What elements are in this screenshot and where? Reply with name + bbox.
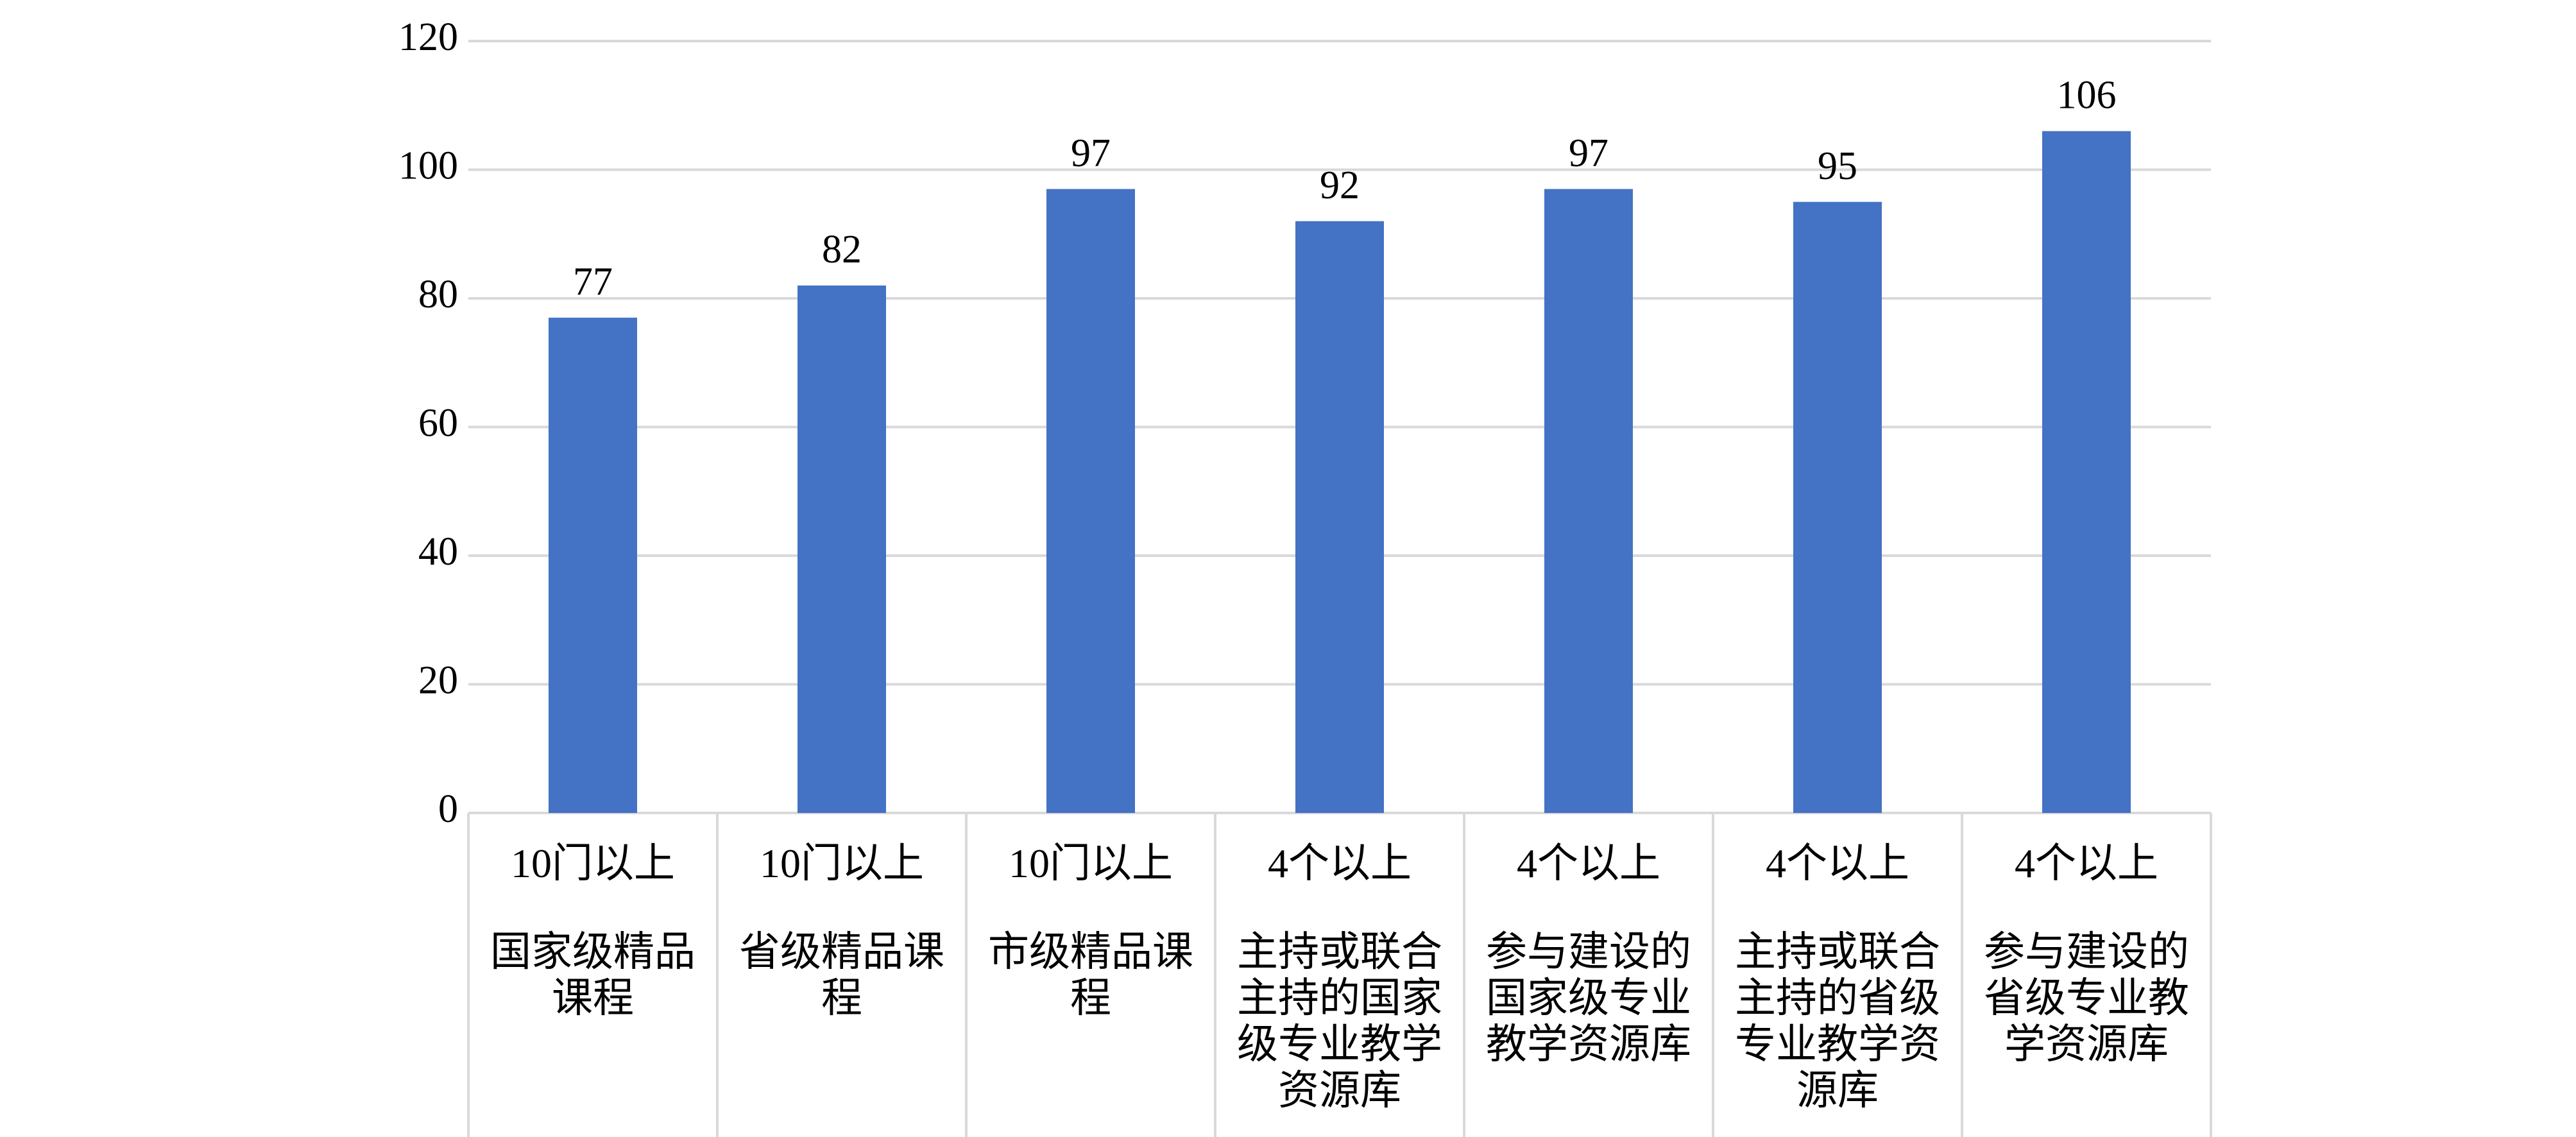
bar: [1046, 189, 1135, 813]
data-label: 106: [2057, 74, 2117, 117]
y-tick-label: 100: [398, 144, 458, 188]
category-header: 4个以上: [1766, 841, 1909, 886]
y-tick-label: 80: [418, 273, 458, 316]
category-header: 4个以上: [1517, 841, 1660, 886]
data-label: 97: [1569, 132, 1608, 175]
x-tick-label: 国家级精品课程: [490, 929, 695, 1021]
category-header: 10门以上: [760, 841, 924, 886]
bar: [1793, 201, 1882, 813]
x-tick-label: 省级精品课程: [739, 929, 944, 1021]
bar: [798, 285, 886, 813]
category-header: 4个以上: [2015, 841, 2158, 886]
data-label: 92: [1320, 164, 1360, 207]
bar: [2042, 131, 2131, 814]
category-header: 10门以上: [511, 841, 675, 886]
category-header: 10门以上: [1009, 841, 1173, 886]
y-tick-label: 60: [418, 402, 458, 445]
y-tick-label: 120: [398, 15, 458, 59]
y-tick-label: 0: [438, 787, 458, 831]
data-label: 77: [573, 260, 613, 303]
x-tick-label: 参与建设的省级专业教学资源库: [1984, 929, 2189, 1067]
bar: [1295, 221, 1384, 813]
x-tick-label: 主持或联合主持的省级专业教学资源库: [1735, 929, 1940, 1113]
bar: [549, 318, 637, 813]
data-label: 97: [1071, 132, 1111, 175]
x-tick-label: 参与建设的国家级专业教学资源库: [1486, 929, 1691, 1067]
y-tick-label: 20: [418, 659, 458, 703]
data-label: 82: [822, 228, 862, 271]
y-tick-label: 40: [418, 530, 458, 574]
bar: [1544, 189, 1633, 813]
x-tick-label: 主持或联合主持的国家级专业教学资源库: [1237, 929, 1442, 1113]
category-header: 4个以上: [1268, 841, 1412, 886]
data-label: 95: [1818, 144, 1857, 188]
x-tick-label: 市级精品课程: [988, 929, 1193, 1021]
